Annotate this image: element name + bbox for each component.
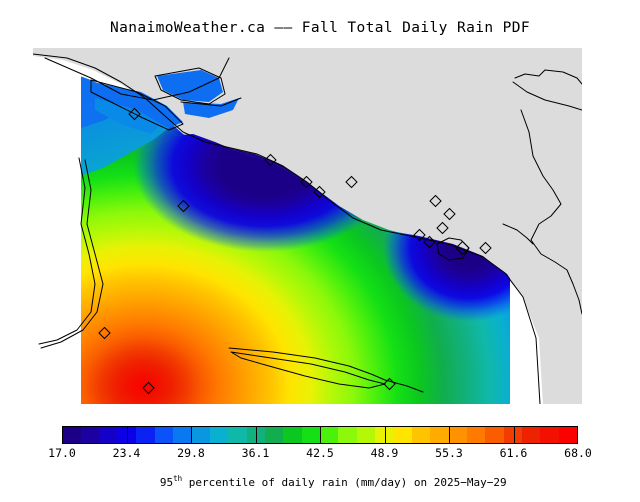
colorbar-swatch <box>503 427 522 443</box>
colorbar-swatch <box>228 427 247 443</box>
colorbar-tick-label: 68.0 <box>564 446 592 460</box>
map-plot-area[interactable] <box>33 48 582 404</box>
station-markers <box>98 107 492 395</box>
page-title: NanaimoWeather.ca —— Fall Total Daily Ra… <box>110 20 530 36</box>
colorbar-swatch <box>154 427 174 443</box>
caption-text: percentile of daily rain (mm/day) on 202… <box>182 476 507 489</box>
colorbar-swatch <box>356 427 376 443</box>
colorbar-swatch <box>209 427 229 443</box>
colorbar-swatch <box>81 427 100 443</box>
colorbar-swatch <box>411 427 431 443</box>
colorbar-divider <box>514 426 515 444</box>
colorbar-tick-label: 55.3 <box>435 446 463 460</box>
colorbar-swatch <box>320 427 339 443</box>
colorbar-swatch <box>375 427 394 443</box>
caption-ordinal-suffix: th <box>173 474 183 483</box>
land-masses <box>33 48 582 404</box>
figure-canvas: NanaimoWeather.ca —— Fall Total Daily Ra… <box>0 20 640 489</box>
map-contour-svg <box>33 48 582 404</box>
colorbar-swatch <box>99 427 119 443</box>
colorbar-divider <box>127 426 128 444</box>
colorbar-swatch <box>283 427 302 443</box>
colorbar-swatch <box>246 427 265 443</box>
colorbar-swatch <box>264 427 284 443</box>
colorbar-tick-label: 48.9 <box>370 446 399 460</box>
colorbar-tick-labels: 17.0 23.4 29.8 36.1 42.5 48.9 55.3 61.6 68.0 <box>0 446 640 462</box>
colorbar-tick-label: 17.0 <box>48 446 76 460</box>
colorbar-divider <box>320 426 321 444</box>
colorbar-swatch <box>558 427 578 443</box>
colorbar-tick-label: 42.5 <box>306 446 334 460</box>
colorbar-divider <box>256 426 257 444</box>
colorbar-tick-label: 36.1 <box>241 446 270 460</box>
colorbar-swatch <box>393 427 412 443</box>
colorbar[interactable] <box>62 426 578 444</box>
colorbar-swatch <box>521 427 541 443</box>
colorbar-divider <box>449 426 450 444</box>
colorbar-tick-label: 29.8 <box>177 446 205 460</box>
colorbar-caption: 95th percentile of daily rain (mm/day) o… <box>0 461 640 502</box>
nw-channels <box>93 70 239 134</box>
colorbar-tick-label: 23.4 <box>112 446 141 460</box>
colorbar-divider <box>191 426 192 444</box>
colorbar-swatch <box>136 427 155 443</box>
colorbar-swatch <box>301 427 321 443</box>
caption-number: 95 <box>159 476 174 489</box>
coastlines <box>33 53 582 404</box>
colorbar-swatch <box>63 427 82 443</box>
colorbar-swatch <box>448 427 467 443</box>
colorbar-swatch <box>191 427 210 443</box>
colorbar-swatch <box>485 427 504 443</box>
colorbar-swatch <box>540 427 559 443</box>
colorbar-divider <box>385 426 386 444</box>
colorbar-tick-label: 61.6 <box>499 446 528 460</box>
colorbar-gradient <box>62 426 578 444</box>
colorbar-swatch <box>466 427 486 443</box>
colorbar-swatch <box>173 427 192 443</box>
colorbar-swatch <box>430 427 449 443</box>
colorbar-swatch <box>338 427 357 443</box>
